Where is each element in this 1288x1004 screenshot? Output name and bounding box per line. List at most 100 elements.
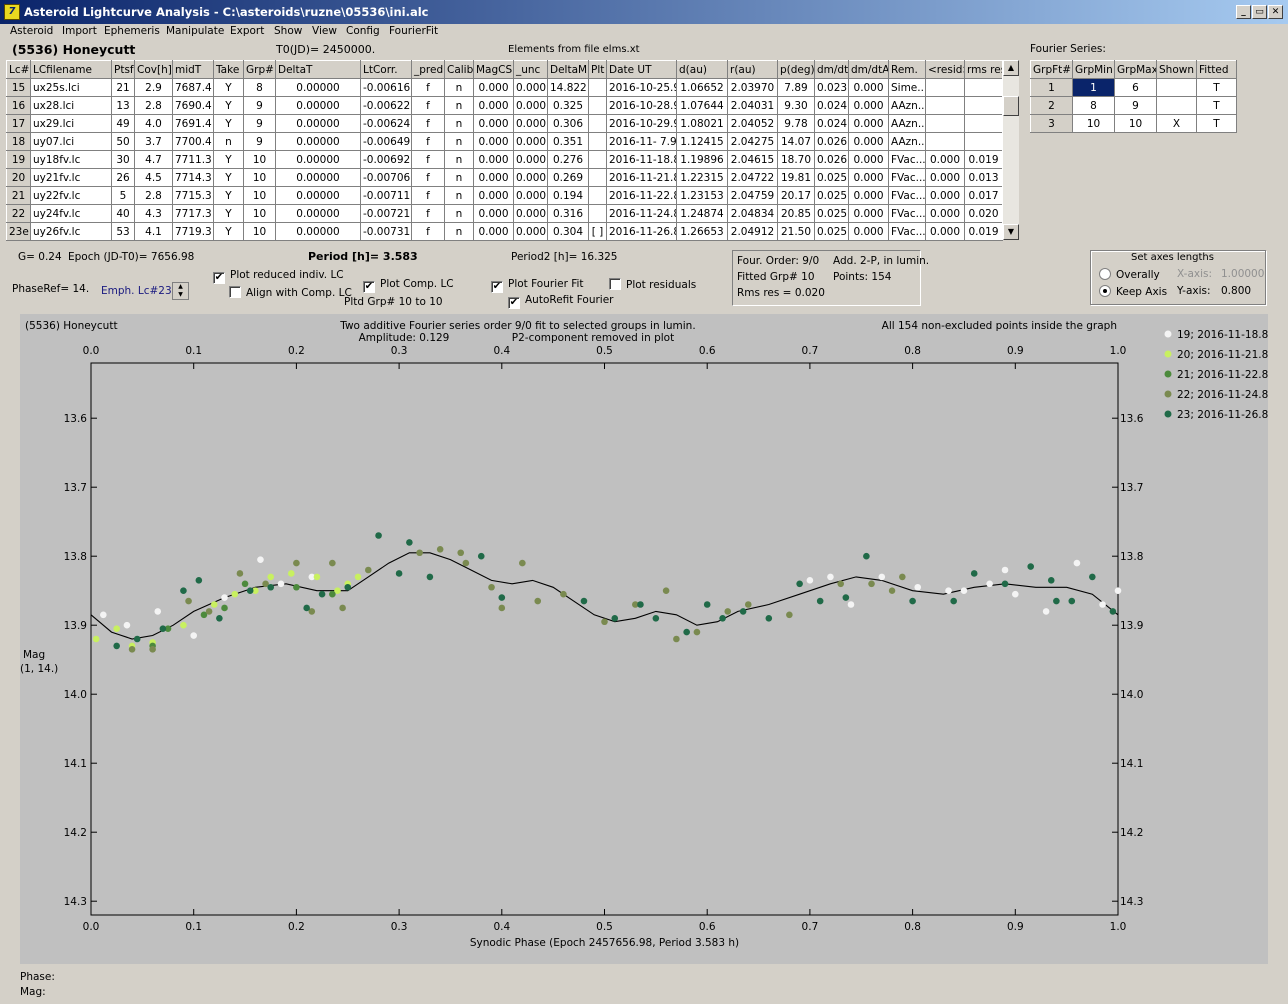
- checkmark-icon[interactable]: ✔: [213, 272, 225, 284]
- column-header[interactable]: Calib.: [444, 60, 474, 79]
- table-cell[interactable]: uy18fv.lc: [30, 150, 112, 169]
- table-cell[interactable]: 0.000: [848, 222, 889, 241]
- table-cell[interactable]: 0.316: [547, 204, 589, 223]
- table-cell[interactable]: 1.22315: [676, 168, 728, 187]
- table-cell[interactable]: 0.00000: [275, 222, 361, 241]
- fourier-cell[interactable]: T: [1196, 96, 1237, 115]
- table-cell[interactable]: 0.025: [814, 186, 849, 205]
- table-cell[interactable]: 2016-10-28.9: [606, 96, 677, 115]
- table-cell[interactable]: 2016-11-24.8: [606, 204, 677, 223]
- table-cell[interactable]: 1.23153: [676, 186, 728, 205]
- table-cell[interactable]: 7719.3: [172, 222, 214, 241]
- table-cell[interactable]: FVac...: [888, 150, 926, 169]
- table-cell[interactable]: [964, 114, 1003, 133]
- table-cell[interactable]: [925, 96, 965, 115]
- table-cell[interactable]: n: [444, 114, 474, 133]
- close-button[interactable]: ✕: [1268, 5, 1283, 19]
- plot-reduced-checkbox[interactable]: ✔ Plot reduced indiv. LC: [213, 269, 344, 284]
- table-cell[interactable]: 1.19896: [676, 150, 728, 169]
- table-cell[interactable]: 4.3: [134, 204, 173, 223]
- fourier-cell[interactable]: 3: [1030, 114, 1073, 133]
- autorefit-checkbox[interactable]: ✔ AutoRefit Fourier: [508, 294, 614, 309]
- table-cell[interactable]: FVac...: [888, 222, 926, 241]
- table-cell[interactable]: -0.00706: [360, 168, 412, 187]
- table-row[interactable]: 18 uy07.lci 50 3.7 7700.4 n 9 0.00000 -0.00649 f n…: [6, 132, 1003, 151]
- emph-lc-spinner[interactable]: ▲ ▼: [172, 282, 189, 300]
- table-cell[interactable]: [925, 132, 965, 151]
- table-cell[interactable]: 4.0: [134, 114, 173, 133]
- column-header[interactable]: Take: [213, 60, 244, 79]
- table-cell[interactable]: 7687.4: [172, 78, 214, 97]
- table-cell[interactable]: n: [444, 186, 474, 205]
- plot-fourier-checkbox[interactable]: ✔ Plot Fourier Fit: [491, 278, 584, 293]
- table-cell[interactable]: 26: [111, 168, 135, 187]
- table-cell[interactable]: 1.07644: [676, 96, 728, 115]
- plot-comp-checkbox[interactable]: ✔ Plot Comp. LC: [363, 278, 454, 293]
- table-cell[interactable]: n: [444, 78, 474, 97]
- table-cell[interactable]: 0.00000: [275, 132, 361, 151]
- table-cell[interactable]: 0.025: [814, 222, 849, 241]
- table-cell[interactable]: 0.000: [925, 186, 965, 205]
- table-cell[interactable]: f: [411, 78, 445, 97]
- table-cell[interactable]: 3.7: [134, 132, 173, 151]
- table-cell[interactable]: 0.00000: [275, 204, 361, 223]
- table-cell[interactable]: 0.000: [925, 150, 965, 169]
- table-cell[interactable]: 50: [111, 132, 135, 151]
- table-cell[interactable]: 7714.3: [172, 168, 214, 187]
- column-header[interactable]: MagCS: [473, 60, 514, 79]
- table-cell[interactable]: uy26fv.lc: [30, 222, 112, 241]
- table-cell[interactable]: 0.00000: [275, 96, 361, 115]
- table-cell[interactable]: 7700.4: [172, 132, 214, 151]
- table-cell[interactable]: n: [444, 204, 474, 223]
- table-cell[interactable]: 0.000: [848, 150, 889, 169]
- table-cell[interactable]: 2.9: [134, 78, 173, 97]
- menu-manipulate[interactable]: Manipulate: [166, 25, 225, 37]
- table-cell[interactable]: f: [411, 150, 445, 169]
- table-cell[interactable]: f: [411, 114, 445, 133]
- table-cell[interactable]: 2.04615: [727, 150, 778, 169]
- table-cell[interactable]: 14.822: [547, 78, 589, 97]
- table-cell[interactable]: 0.000: [513, 132, 548, 151]
- table-cell[interactable]: 20.17: [777, 186, 815, 205]
- column-header[interactable]: p(deg): [777, 60, 815, 79]
- table-row[interactable]: 17 ux29.lci 49 4.0 7691.4 Y 9 0.00000 -0.00624 f n…: [6, 114, 1003, 133]
- scroll-up-icon[interactable]: ▲: [1003, 60, 1019, 76]
- table-cell[interactable]: 49: [111, 114, 135, 133]
- table-cell[interactable]: 7690.4: [172, 96, 214, 115]
- table-cell[interactable]: FVac...: [888, 204, 926, 223]
- table-cell[interactable]: 1.08021: [676, 114, 728, 133]
- table-cell[interactable]: 0.269: [547, 168, 589, 187]
- period2-value[interactable]: Period2 [h]= 16.325: [511, 251, 618, 263]
- table-cell[interactable]: [964, 96, 1003, 115]
- menu-import[interactable]: Import: [62, 25, 97, 37]
- table-cell[interactable]: AAzn...: [888, 132, 926, 151]
- table-cell[interactable]: 2.04722: [727, 168, 778, 187]
- y-axis-field[interactable]: 0.800: [1221, 285, 1252, 297]
- table-cell[interactable]: [925, 114, 965, 133]
- table-cell[interactable]: 2.04031: [727, 96, 778, 115]
- table-cell[interactable]: n: [444, 132, 474, 151]
- column-header[interactable]: midT: [172, 60, 214, 79]
- table-cell[interactable]: n: [444, 222, 474, 241]
- table-cell[interactable]: Y: [213, 114, 244, 133]
- table-cell[interactable]: 2.04052: [727, 114, 778, 133]
- table-cell[interactable]: 0.00000: [275, 168, 361, 187]
- table-cell[interactable]: 0.019: [964, 222, 1003, 241]
- table-cell[interactable]: 0.00000: [275, 78, 361, 97]
- table-cell[interactable]: 21.50: [777, 222, 815, 241]
- table-cell[interactable]: 0.000: [473, 78, 514, 97]
- fourier-cell[interactable]: 8: [1072, 96, 1115, 115]
- table-cell[interactable]: 14.07: [777, 132, 815, 151]
- table-cell[interactable]: 10: [243, 168, 276, 187]
- fourier-cell[interactable]: 1: [1072, 78, 1115, 97]
- table-cell[interactable]: 8: [243, 78, 276, 97]
- table-cell[interactable]: [588, 114, 607, 133]
- table-cell[interactable]: 2.8: [134, 186, 173, 205]
- table-cell[interactable]: ux25s.lci: [30, 78, 112, 97]
- table-cell[interactable]: uy07.lci: [30, 132, 112, 151]
- fourier-cell[interactable]: 2: [1030, 96, 1073, 115]
- table-cell[interactable]: -0.00624: [360, 114, 412, 133]
- table-cell[interactable]: 0.000: [513, 222, 548, 241]
- table-cell[interactable]: -0.00692: [360, 150, 412, 169]
